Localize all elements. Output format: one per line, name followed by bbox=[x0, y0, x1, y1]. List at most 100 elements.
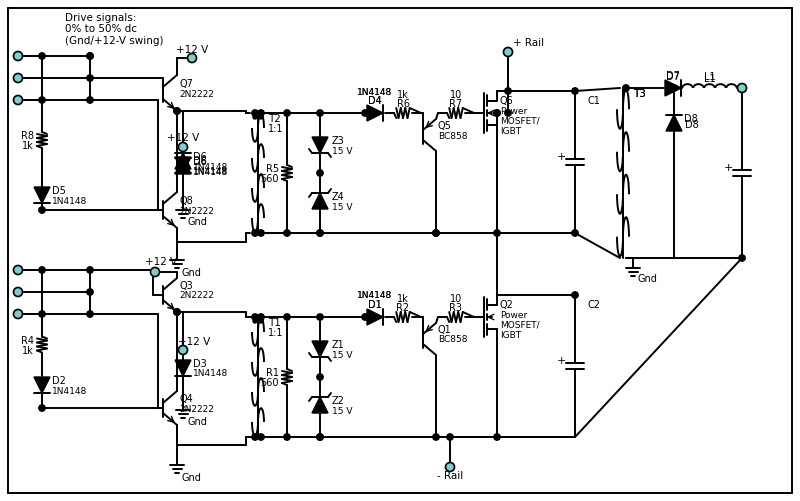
Circle shape bbox=[258, 230, 264, 236]
Circle shape bbox=[738, 84, 746, 93]
Text: +12 V: +12 V bbox=[167, 133, 199, 143]
Text: IGBT: IGBT bbox=[500, 126, 521, 135]
Text: C2: C2 bbox=[587, 300, 600, 310]
Text: 15 V: 15 V bbox=[332, 146, 353, 155]
Circle shape bbox=[505, 110, 511, 116]
Text: Gnd: Gnd bbox=[188, 417, 208, 427]
Circle shape bbox=[14, 52, 22, 61]
Text: T1: T1 bbox=[268, 318, 281, 328]
Text: D5: D5 bbox=[52, 186, 66, 196]
Text: 2N2222: 2N2222 bbox=[179, 404, 214, 413]
Text: L1: L1 bbox=[704, 72, 715, 82]
Text: BC858: BC858 bbox=[438, 336, 467, 345]
Text: Power: Power bbox=[500, 311, 527, 320]
Text: D4: D4 bbox=[368, 96, 382, 106]
Circle shape bbox=[14, 96, 22, 105]
Text: +12 V: +12 V bbox=[178, 337, 210, 347]
Text: Q6: Q6 bbox=[500, 96, 514, 106]
Text: 1N4148: 1N4148 bbox=[193, 167, 228, 176]
Text: BC858: BC858 bbox=[438, 131, 467, 140]
Circle shape bbox=[14, 288, 22, 297]
Text: T3: T3 bbox=[633, 89, 646, 99]
Circle shape bbox=[317, 434, 323, 440]
Text: 0% to 50% dc: 0% to 50% dc bbox=[65, 24, 137, 34]
Text: Gnd: Gnd bbox=[182, 473, 202, 483]
Circle shape bbox=[178, 142, 187, 151]
Text: Drive signals:: Drive signals: bbox=[65, 13, 136, 23]
Text: D1: D1 bbox=[368, 300, 382, 310]
Circle shape bbox=[446, 434, 453, 440]
Circle shape bbox=[433, 434, 439, 440]
Circle shape bbox=[317, 374, 323, 380]
Polygon shape bbox=[312, 193, 328, 209]
Circle shape bbox=[572, 292, 578, 298]
Circle shape bbox=[38, 405, 45, 411]
Text: D8: D8 bbox=[684, 114, 698, 124]
Text: 560: 560 bbox=[261, 378, 279, 388]
Text: D4: D4 bbox=[368, 96, 382, 106]
Circle shape bbox=[572, 230, 578, 236]
Text: Q7: Q7 bbox=[179, 79, 193, 89]
Circle shape bbox=[503, 48, 513, 57]
Text: 2N2222: 2N2222 bbox=[179, 292, 214, 301]
Text: Q8: Q8 bbox=[179, 196, 193, 206]
Text: (Gnd/+12-V swing): (Gnd/+12-V swing) bbox=[65, 36, 163, 46]
Text: 1N4148: 1N4148 bbox=[358, 88, 393, 97]
Circle shape bbox=[174, 309, 180, 315]
Polygon shape bbox=[175, 157, 191, 173]
Polygon shape bbox=[34, 377, 50, 393]
Text: +: + bbox=[556, 152, 566, 162]
Circle shape bbox=[433, 230, 439, 236]
Circle shape bbox=[259, 319, 263, 323]
Circle shape bbox=[284, 110, 290, 116]
Text: 10: 10 bbox=[450, 90, 462, 100]
Text: 560: 560 bbox=[261, 174, 279, 184]
Text: D3: D3 bbox=[193, 359, 206, 369]
Circle shape bbox=[494, 434, 500, 440]
Circle shape bbox=[259, 115, 263, 119]
Circle shape bbox=[252, 314, 258, 320]
Text: D6: D6 bbox=[193, 156, 206, 166]
Text: 1N4148: 1N4148 bbox=[52, 196, 87, 205]
Circle shape bbox=[670, 85, 677, 91]
Text: R7: R7 bbox=[450, 99, 462, 109]
Text: Gnd: Gnd bbox=[182, 268, 202, 278]
Text: +12 V: +12 V bbox=[145, 257, 178, 267]
Circle shape bbox=[174, 309, 180, 315]
Circle shape bbox=[187, 54, 197, 63]
Circle shape bbox=[494, 110, 500, 116]
Polygon shape bbox=[175, 360, 191, 376]
Polygon shape bbox=[34, 187, 50, 203]
Circle shape bbox=[284, 314, 290, 320]
Text: +12 V: +12 V bbox=[176, 45, 208, 55]
Circle shape bbox=[494, 230, 500, 236]
Text: Z3: Z3 bbox=[332, 136, 345, 146]
Circle shape bbox=[317, 230, 323, 236]
Circle shape bbox=[14, 266, 22, 275]
Polygon shape bbox=[312, 397, 328, 413]
Text: Q5: Q5 bbox=[438, 121, 452, 131]
Circle shape bbox=[362, 110, 368, 116]
Text: T3: T3 bbox=[633, 89, 646, 99]
Circle shape bbox=[622, 85, 630, 91]
Text: C1: C1 bbox=[587, 96, 600, 106]
Circle shape bbox=[739, 255, 746, 261]
Text: 2N2222: 2N2222 bbox=[179, 90, 214, 99]
Text: +: + bbox=[556, 356, 566, 366]
Text: Z2: Z2 bbox=[332, 396, 345, 406]
Text: 1N4148: 1N4148 bbox=[358, 292, 393, 301]
Text: Q4: Q4 bbox=[179, 394, 193, 404]
Text: 1k: 1k bbox=[22, 141, 34, 151]
Circle shape bbox=[38, 97, 45, 103]
Polygon shape bbox=[312, 137, 328, 153]
Circle shape bbox=[317, 230, 323, 236]
Polygon shape bbox=[367, 309, 383, 325]
Text: 2N2222: 2N2222 bbox=[179, 206, 214, 215]
Circle shape bbox=[284, 230, 290, 236]
Polygon shape bbox=[666, 115, 682, 131]
Circle shape bbox=[178, 346, 187, 355]
Circle shape bbox=[38, 53, 45, 59]
Circle shape bbox=[258, 434, 264, 440]
Text: L1: L1 bbox=[704, 74, 715, 84]
Text: Gnd: Gnd bbox=[188, 217, 208, 227]
